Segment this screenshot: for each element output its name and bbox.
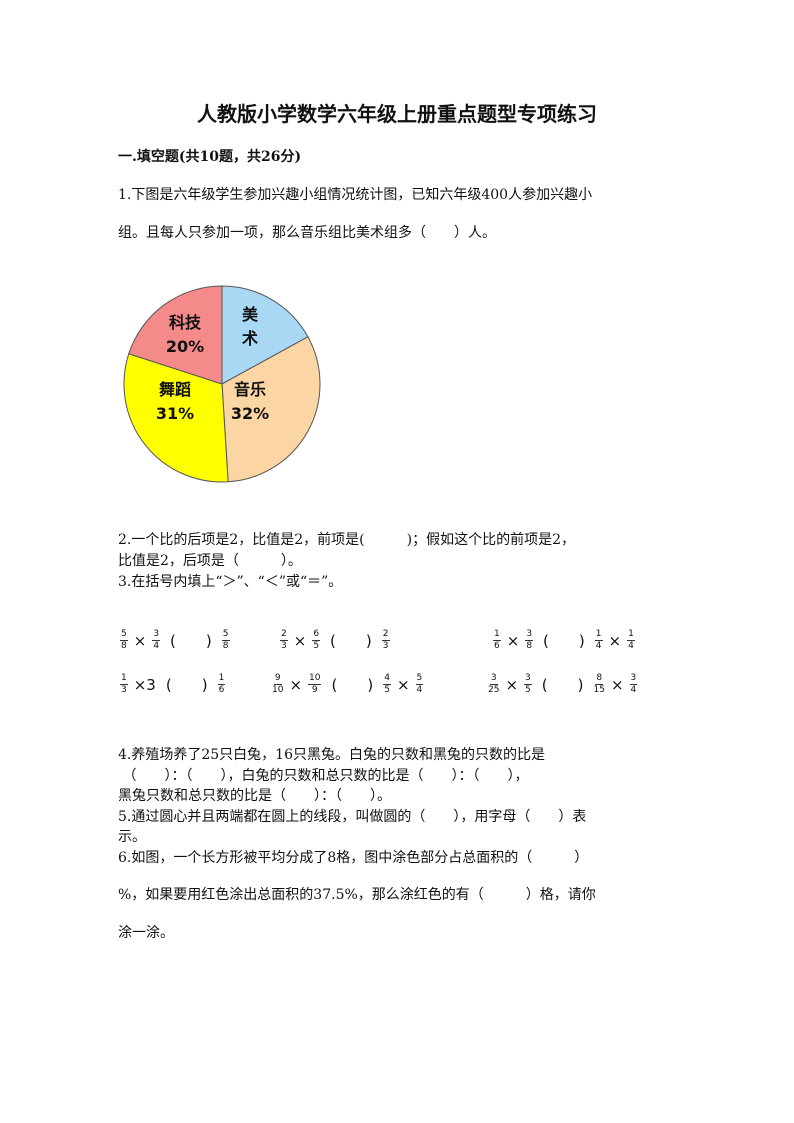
- q1-line: 组。且每人只参加一项，那么音乐组比美术组多（ ）人。: [118, 225, 496, 241]
- operator: ×: [293, 631, 307, 650]
- comparison-item: 2 3 × 6 5 ( ) 2 3: [280, 629, 390, 652]
- comparison-item: 5 8 × 3 4 ( ) 5 8: [120, 629, 230, 652]
- q6-line: 涂一涂。: [118, 925, 174, 941]
- answer-blank[interactable]: ( ): [541, 676, 584, 694]
- section-heading: 一.填空题(共10题，共26分): [118, 149, 302, 165]
- q4-line: 4.养殖场养了25只白兔，16只黑兔。白兔的只数和黑兔的只数的比是: [118, 747, 545, 763]
- q5-line: 示。: [118, 829, 146, 845]
- pie-slice: [128, 285, 223, 385]
- answer-blank[interactable]: ( ): [330, 632, 372, 650]
- slice-label: 音乐: [234, 380, 266, 399]
- q2-line: 比值是2，后项是（ ）。: [118, 553, 302, 569]
- fraction: 3 25: [488, 673, 500, 695]
- operator: ×: [505, 675, 519, 694]
- operator: ×3: [133, 675, 156, 694]
- comparison-item: 9 10 × 10 9 ( ) 4 5 × 5 4: [272, 673, 424, 696]
- q6-line: 6.如图，一个长方形被平均分成了8格，图中涂色部分占总面积的（ ）: [118, 850, 589, 866]
- answer-blank[interactable]: ( ): [331, 676, 374, 694]
- q3-line: 3.在括号内填上“＞”、“＜”或“＝”。: [118, 574, 343, 590]
- operator: ×: [396, 675, 410, 694]
- comparison-item: 3 25 × 3 5 ( ) 8 15 × 3 4: [488, 673, 638, 696]
- q1-line: 1.下图是六年级学生参加兴趣小组情况统计图，已知六年级400人参加兴趣小: [118, 187, 593, 203]
- fraction: 8 15: [593, 673, 605, 695]
- answer-blank[interactable]: ( ): [543, 632, 585, 650]
- slice-label: 科技: [169, 313, 202, 332]
- pie-slice: [221, 336, 321, 483]
- operator: ×: [608, 631, 622, 650]
- fraction: 9 10: [272, 673, 284, 695]
- q2-line: 2.一个比的后项是2，比值是2，前项是( )；假如这个比的前项是2，: [118, 532, 576, 548]
- operator: ×: [133, 631, 147, 650]
- q4-line: （ ）：（ ），白兔的只数和总只数的比是（ ）：（ ），: [118, 768, 529, 784]
- slice-label: 美: [242, 305, 259, 324]
- slice-label: 术: [241, 329, 258, 348]
- comparison-item: 1 6 × 3 8 ( ) 1 4 × 1 4: [493, 629, 635, 652]
- slice-label: 舞蹈: [159, 380, 191, 399]
- page-title: 人教版小学数学六年级上册重点题型专项练习: [197, 102, 597, 126]
- pie-slice: [123, 353, 229, 483]
- q4-line: 黑兔只数和总只数的比是（ ）：（ ）。: [118, 788, 391, 804]
- slice-percent: 31%: [156, 404, 194, 423]
- slice-percent: 20%: [166, 337, 204, 356]
- answer-blank[interactable]: ( ): [165, 676, 208, 694]
- slice-percent: 32%: [231, 404, 269, 423]
- comparison-item: 1 3 ×3 ( ) 1 6: [120, 673, 226, 696]
- q5-line: 5.通过圆心并且两端都在圆上的线段，叫做圆的（ ），用字母（ ）表: [118, 809, 587, 825]
- operator: ×: [506, 631, 520, 650]
- operator: ×: [289, 675, 303, 694]
- answer-blank[interactable]: ( ): [170, 632, 212, 650]
- operator: ×: [610, 675, 624, 694]
- q6-line: %，如果要用红色涂出总面积的37.5%，那么涂红色的有（ ）格，请你: [118, 887, 596, 903]
- pie-slice: [221, 285, 309, 385]
- fraction: 10 9: [308, 673, 322, 695]
